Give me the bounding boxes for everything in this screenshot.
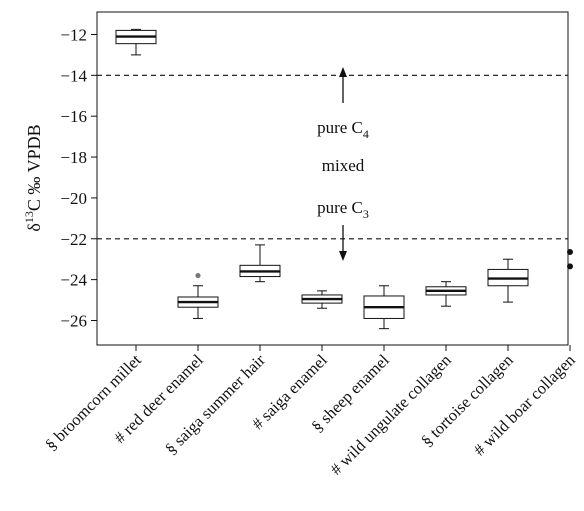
- outlier-point: [195, 272, 201, 279]
- y-tick-label: −16: [60, 107, 87, 126]
- y-tick-label: −12: [60, 25, 87, 44]
- y-tick-label: −26: [60, 311, 87, 330]
- annotation-pure-c3: pure C3: [317, 198, 369, 221]
- y-axis: −12 −14 −16 −18 −20 −22 −24 −26: [60, 25, 97, 330]
- y-tick-label: −14: [60, 66, 87, 85]
- arrow-up-head: [339, 67, 347, 77]
- y-tick-label: −18: [60, 148, 87, 167]
- y-tick-label: −24: [60, 271, 87, 290]
- y-axis-label: δ13C ‰ VPDB: [22, 124, 44, 231]
- outlier-point: [567, 263, 573, 270]
- annotation-mixed: mixed: [322, 156, 365, 175]
- y-tick-label: −22: [60, 230, 87, 249]
- arrow-down-head: [339, 251, 347, 261]
- y-tick-label: −20: [60, 189, 87, 208]
- plot-area-frame: [96, 11, 569, 346]
- boxes-group: [115, 28, 573, 330]
- annotation-pure-c4: pure C4: [317, 118, 369, 141]
- annotations: pure C4 mixed pure C3: [317, 67, 369, 261]
- reference-lines: [97, 74, 568, 240]
- outlier-point: [567, 249, 573, 256]
